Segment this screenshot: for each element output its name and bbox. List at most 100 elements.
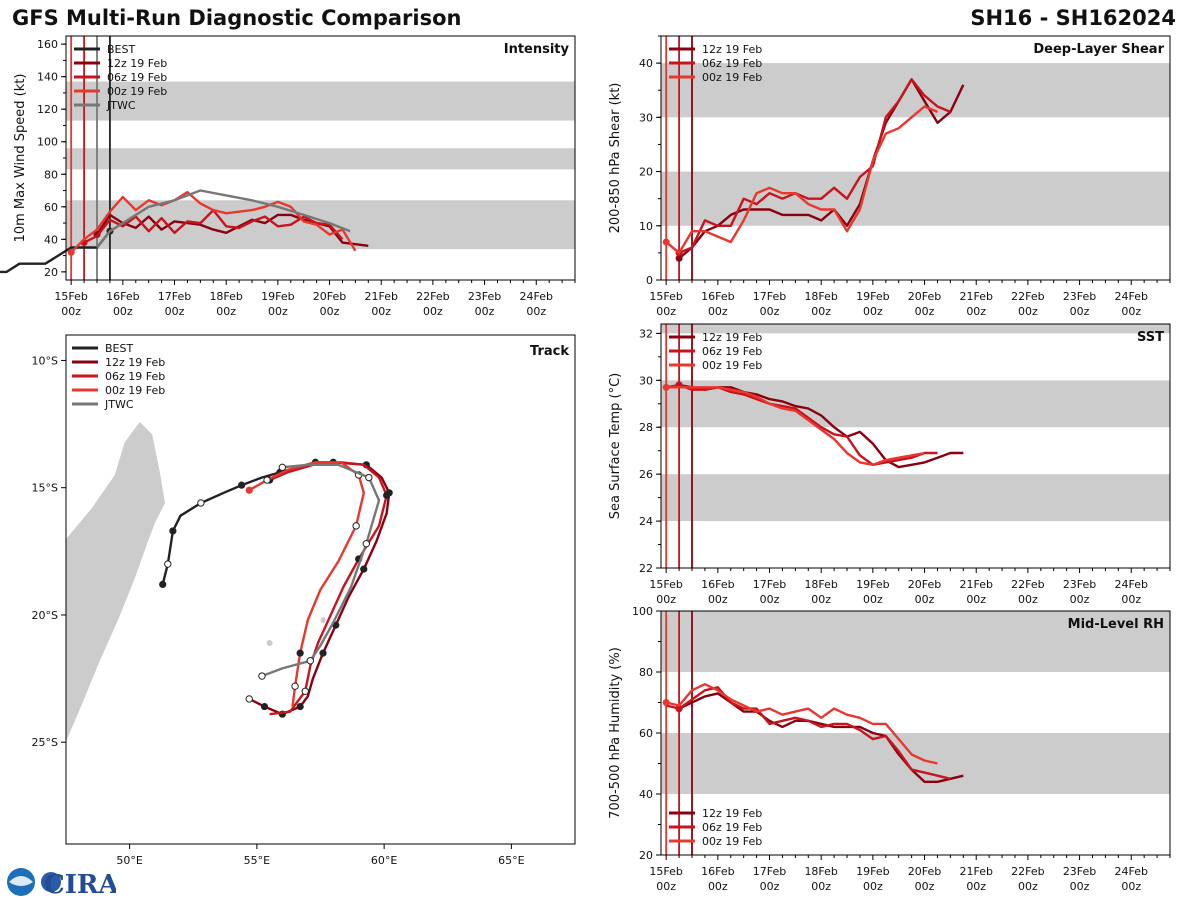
x-tick-sublabel: 00z	[811, 880, 831, 893]
x-tick-label: 15Feb	[649, 865, 682, 878]
panel-title: Intensity	[504, 42, 570, 57]
y-tick-label: 30	[639, 111, 653, 124]
x-tick-label: 21Feb	[959, 290, 992, 303]
map-y-tick-label: 20°S	[32, 609, 58, 622]
x-tick-label: 20Feb	[313, 290, 346, 303]
panel-title: Deep-Layer Shear	[1033, 42, 1164, 57]
x-tick-sublabel: 00z	[1018, 593, 1038, 606]
legend-label: 06z 19 Feb	[702, 345, 762, 358]
x-tick-sublabel: 00z	[1018, 305, 1038, 318]
plot-frame	[660, 35, 1171, 281]
madagascar-landmass	[65, 421, 166, 844]
x-tick-sublabel: 00z	[863, 880, 883, 893]
x-tick-sublabel: 00z	[708, 305, 728, 318]
x-tick-sublabel: 00z	[526, 305, 546, 318]
chart-panels: 2040608010012014016015Feb00z16Feb00z17Fe…	[0, 35, 1171, 893]
track-point-open	[352, 522, 360, 530]
series-line-run06z	[665, 78, 951, 255]
map-y-tick-label: 15°S	[32, 482, 58, 495]
y-tick-label: 20	[639, 166, 653, 179]
y-tick-label: 24	[639, 515, 653, 528]
x-tick-label: 23Feb	[1063, 290, 1096, 303]
panel-title: Mid-Level RH	[1068, 617, 1164, 632]
x-tick-sublabel: 00z	[216, 305, 236, 318]
x-tick-label: 22Feb	[1011, 290, 1044, 303]
map-y-tick-label: 10°S	[32, 354, 58, 367]
legend-label: JTWC	[106, 99, 136, 112]
x-tick-sublabel: 00z	[966, 593, 986, 606]
y-tick-label: 100	[632, 605, 653, 618]
x-tick-label: 21Feb	[959, 865, 992, 878]
threshold-band	[66, 81, 575, 121]
series-point-run12z	[675, 254, 683, 262]
threshold-band	[66, 148, 575, 170]
legend-label: 12z 19 Feb	[702, 331, 762, 344]
series-line-run00z	[665, 683, 938, 765]
y-tick-label: 80	[639, 666, 653, 679]
y-axis-label: 700-500 hPa Humidity (%)	[608, 647, 623, 819]
track-point-open	[245, 695, 253, 703]
y-tick-label: 100	[37, 136, 58, 149]
x-tick-sublabel: 00z	[1121, 305, 1141, 318]
legend-label: 06z 19 Feb	[105, 370, 165, 383]
track-point-open	[301, 687, 309, 695]
x-tick-label: 17Feb	[158, 290, 191, 303]
x-tick-label: 24Feb	[1115, 865, 1148, 878]
x-tick-sublabel: 00z	[708, 593, 728, 606]
x-tick-sublabel: 00z	[61, 305, 81, 318]
x-tick-label: 15Feb	[649, 578, 682, 591]
noaa-bird-icon	[9, 876, 33, 886]
x-tick-label: 18Feb	[804, 865, 837, 878]
track-point-open	[362, 539, 371, 548]
panel-title: Track	[530, 344, 569, 359]
y-tick-label: 30	[639, 374, 653, 387]
y-tick-label: 10	[639, 220, 653, 233]
y-tick-label: 60	[639, 727, 653, 740]
track-point-open	[258, 672, 266, 680]
series-line-run12z	[678, 692, 964, 783]
x-tick-label: 24Feb	[1115, 578, 1148, 591]
track-line-run00z	[248, 461, 365, 707]
track-point-filled	[319, 649, 327, 657]
storm-id-title: SH16 - SH162024	[970, 6, 1176, 30]
map-frame	[65, 334, 576, 845]
x-tick-sublabel: 00z	[811, 593, 831, 606]
y-tick-label: 22	[639, 562, 653, 575]
legend-label: 12z 19 Feb	[702, 43, 762, 56]
legend-label: 06z 19 Feb	[702, 57, 762, 70]
x-tick-sublabel: 00z	[165, 305, 185, 318]
x-tick-sublabel: 00z	[268, 305, 288, 318]
map-x-tick-label: 60°E	[371, 854, 397, 867]
legend-label: JTWC	[104, 398, 134, 411]
x-tick-sublabel: 00z	[1018, 880, 1038, 893]
x-tick-sublabel: 00z	[656, 880, 676, 893]
y-tick-label: 20	[44, 266, 58, 279]
legend-label: 12z 19 Feb	[107, 57, 167, 70]
x-tick-sublabel: 00z	[811, 305, 831, 318]
y-axis-label: 200-850 hPa Shear (kt)	[608, 83, 623, 234]
track-point-open	[263, 476, 271, 484]
x-tick-label: 21Feb	[364, 290, 397, 303]
legend-label: 06z 19 Feb	[702, 821, 762, 834]
y-tick-label: 26	[639, 468, 653, 481]
x-tick-sublabel: 00z	[915, 593, 935, 606]
legend-label: 12z 19 Feb	[105, 356, 165, 369]
threshold-band	[661, 63, 1170, 118]
cira-logo: CIRA	[7, 868, 116, 898]
x-tick-sublabel: 00z	[371, 305, 391, 318]
x-tick-sublabel: 00z	[863, 593, 883, 606]
x-tick-sublabel: 00z	[1121, 880, 1141, 893]
x-tick-sublabel: 00z	[113, 305, 133, 318]
figure-title: GFS Multi-Run Diagnostic Comparison	[12, 6, 462, 30]
track-point-open	[164, 560, 172, 568]
threshold-band	[661, 733, 1170, 794]
x-tick-sublabel: 00z	[708, 880, 728, 893]
track-point-filled	[296, 702, 304, 711]
y-tick-label: 40	[639, 788, 653, 801]
track-point-filled	[360, 565, 368, 573]
y-tick-label: 32	[639, 327, 653, 340]
reunion-island	[266, 639, 273, 646]
series-line-run12z	[678, 383, 964, 469]
x-tick-label: 24Feb	[520, 290, 553, 303]
x-tick-label: 24Feb	[1115, 290, 1148, 303]
